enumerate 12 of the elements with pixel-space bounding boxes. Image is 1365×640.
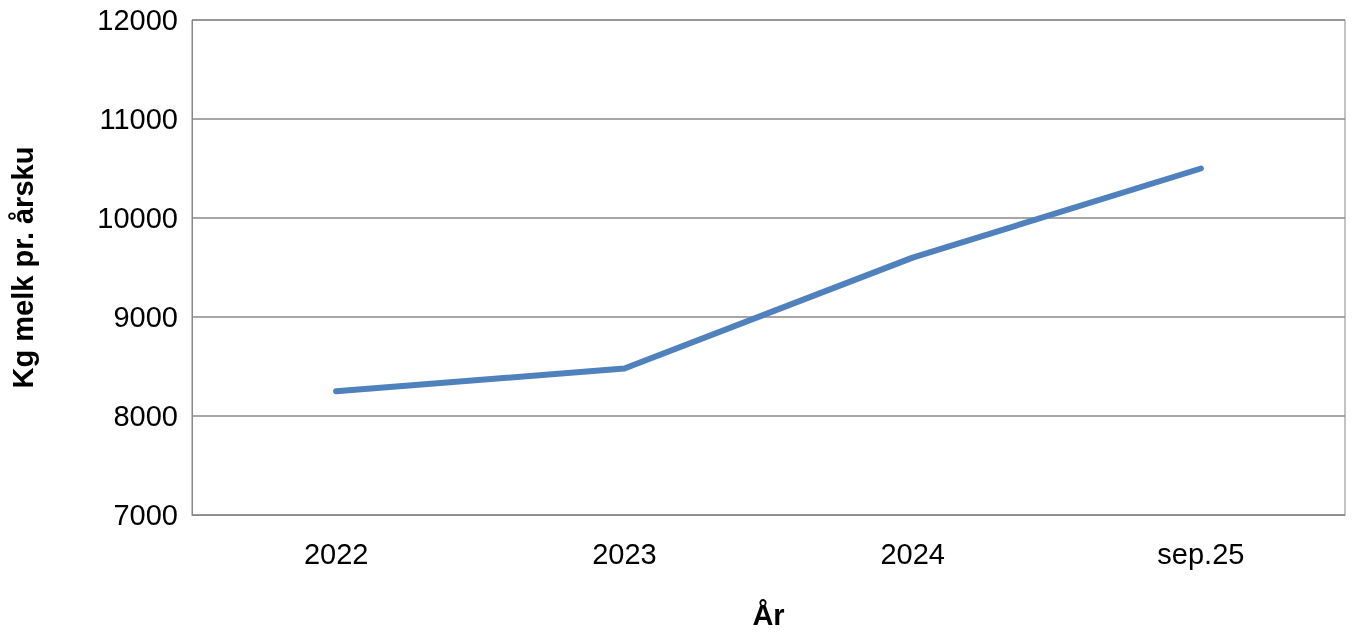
y-tick-label: 9000 [113, 301, 178, 333]
x-tick-label: sep.25 [1157, 537, 1245, 570]
y-axis-title: Kg melk pr. årsku [6, 146, 39, 389]
y-tick-label: 7000 [113, 499, 178, 531]
y-tick-label: 8000 [113, 400, 178, 432]
y-tick-label: 10000 [97, 202, 178, 234]
x-tick-label: 2024 [880, 537, 945, 570]
x-axis-title: År [752, 598, 785, 631]
y-tick-label: 11000 [99, 103, 178, 135]
x-tick-label: 2023 [592, 537, 657, 570]
x-tick-label: 2022 [303, 537, 369, 570]
y-tick-label: 12000 [97, 4, 178, 36]
